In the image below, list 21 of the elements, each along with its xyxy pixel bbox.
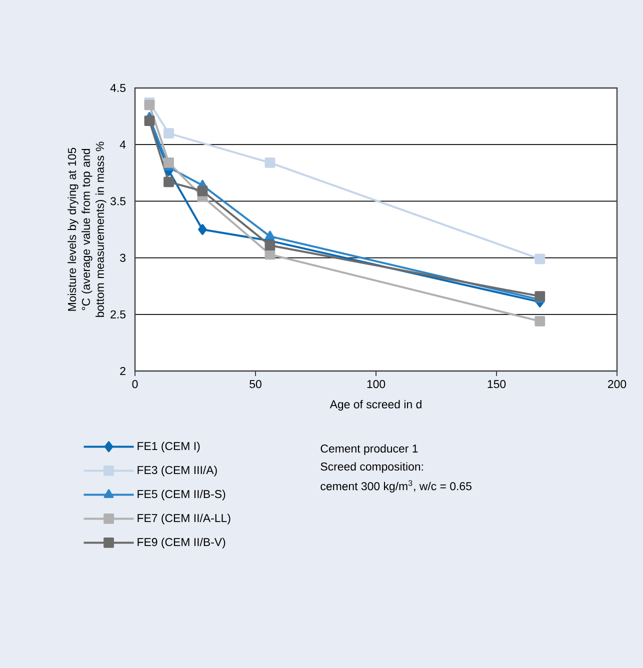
- y-axis-title: Moisture levels by drying at 105 °C (average value from top and bottom measurements) in mass %: [68, 142, 106, 317]
- y-tick-label: 4.5: [110, 84, 126, 92]
- text: Cement producer 1: [320, 444, 418, 455]
- legend-label: FE1 (CEM I): [138, 442, 200, 452]
- x-tick-label: 50: [250, 380, 262, 388]
- y-tick-label: 4: [120, 140, 126, 149]
- x-tick-label: 100: [367, 380, 386, 388]
- x-tick-label: 0: [132, 380, 138, 388]
- text: Screed composition:: [320, 462, 423, 473]
- legend-label: FE7 (CEM II/A-LL): [138, 514, 230, 524]
- x-tick-label: 150: [488, 380, 506, 388]
- text: cement 300 kg/m$^{3}$, w/c = 0.65: [320, 480, 472, 493]
- y-tick-label: 3: [120, 254, 126, 262]
- y-tick-label: 2.5: [110, 310, 126, 318]
- legend-label: FE5 (CEM II/B-S): [138, 490, 226, 500]
- y-tick-label: 3.5: [110, 197, 126, 206]
- x-tick-label: 200: [608, 380, 626, 388]
- legend-label: FE9 (CEM II/B-V): [138, 538, 226, 548]
- y-tick-label: 2: [120, 367, 126, 375]
- legend-label: FE3 (CEM III/A): [138, 466, 217, 476]
- x-axis-title: Age of screed in d: [330, 400, 422, 411]
